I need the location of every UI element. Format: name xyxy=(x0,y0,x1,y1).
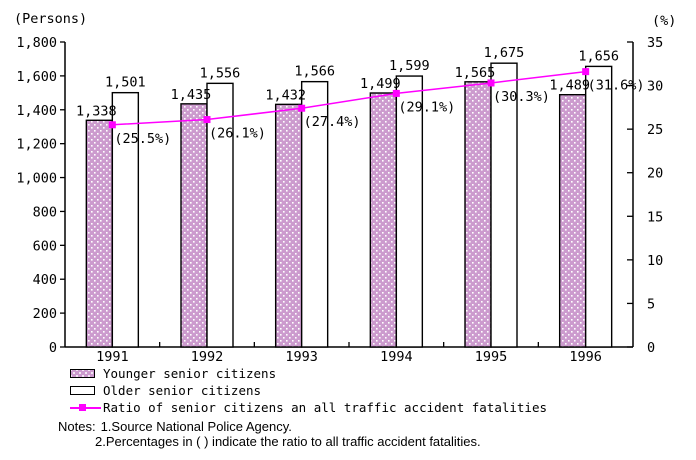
bar-value-label-older: 1,501 xyxy=(105,75,146,91)
bar-value-label-older: 1,566 xyxy=(294,64,335,80)
right-axis-tick-label: 0 xyxy=(647,340,655,356)
bar-younger-1993 xyxy=(274,103,303,348)
note-line-1: Notes: 1.Source National Police Agency. xyxy=(58,419,481,435)
ratio-value-label: (26.1%) xyxy=(209,126,266,142)
ratio-marker xyxy=(203,116,211,124)
legend: Younger senior citizens Older senior cit… xyxy=(70,365,547,416)
ratio-marker xyxy=(392,89,400,97)
bar-value-label-younger: 1,489 xyxy=(549,78,590,94)
x-axis-tick-label: 1994 xyxy=(380,349,413,365)
ratio-marker-icon xyxy=(79,404,86,411)
legend-label-younger: Younger senior citizens xyxy=(103,366,277,381)
left-axis-tick-label: 400 xyxy=(33,272,57,288)
note-2-text: 2.Percentages in ( ) indicate the ratio … xyxy=(95,433,481,449)
right-axis-tick-label: 35 xyxy=(647,35,663,51)
bar-older-1991 xyxy=(111,91,140,348)
ratio-line xyxy=(112,70,586,126)
ratio-value-label: (30.3%) xyxy=(493,89,550,105)
ratio-line-swatch-icon xyxy=(70,403,101,412)
ratio-marker xyxy=(582,68,590,76)
left-axis-tick-label: 200 xyxy=(33,306,57,322)
bar-older-1994 xyxy=(395,75,424,348)
x-axis-tick-label: 1992 xyxy=(191,349,224,365)
right-axis-unit-label: (%) xyxy=(652,13,677,29)
bar-younger-1995 xyxy=(464,81,492,348)
bar-value-label-older: 1,599 xyxy=(389,58,430,74)
ratio-value-label: (29.1%) xyxy=(398,99,455,115)
bar-value-label-younger: 1,435 xyxy=(171,87,212,103)
bar-value-label-younger: 1,338 xyxy=(76,103,117,119)
legend-item-younger: Younger senior citizens xyxy=(70,365,547,382)
ratio-marker xyxy=(298,104,306,112)
bar-value-label-younger: 1,432 xyxy=(265,87,306,103)
left-axis-unit-label: (Persons) xyxy=(14,11,88,27)
left-axis-tick-label: 600 xyxy=(33,238,57,254)
left-axis-tick-label: 1,600 xyxy=(16,69,57,85)
right-axis-tick-label: 30 xyxy=(647,79,663,95)
bar-younger-1992 xyxy=(180,103,208,348)
legend-label-older: Older senior citizens xyxy=(103,383,262,398)
x-axis-tick-label: 1996 xyxy=(569,349,602,365)
right-axis-tick-label: 20 xyxy=(647,166,663,182)
younger-bar-swatch-icon xyxy=(70,369,95,378)
left-axis-tick-label: 1,800 xyxy=(16,35,57,51)
note-line-2: 2.Percentages in ( ) indicate the ratio … xyxy=(58,433,481,450)
ratio-value-label: (25.5%) xyxy=(114,131,171,147)
bar-value-label-older: 1,556 xyxy=(200,65,241,81)
left-axis-tick-label: 1,200 xyxy=(16,137,57,153)
bar-value-label-younger: 1,499 xyxy=(360,76,401,92)
left-axis-tick-label: 800 xyxy=(33,204,57,220)
legend-label-ratio: Ratio of senior citizens an all traffic … xyxy=(103,400,548,415)
right-axis-tick-label: 25 xyxy=(647,122,663,138)
ratio-marker xyxy=(108,121,116,129)
right-axis-tick-label: 10 xyxy=(647,253,663,269)
left-axis-tick-label: 0 xyxy=(49,340,57,356)
left-axis-tick-label: 1,400 xyxy=(16,103,57,119)
legend-item-older: Older senior citizens xyxy=(70,382,547,399)
older-bar-swatch-icon xyxy=(70,386,95,395)
x-axis-tick-label: 1993 xyxy=(285,349,318,365)
left-axis-tick-label: 1,000 xyxy=(16,171,57,187)
bar-younger-1996 xyxy=(558,93,587,348)
right-axis-tick-label: 5 xyxy=(647,296,655,312)
ratio-marker xyxy=(487,79,495,87)
bar-younger-1994 xyxy=(369,92,398,348)
notes: Notes: 1.Source National Police Agency. … xyxy=(58,419,481,450)
ratio-value-label: (27.4%) xyxy=(304,114,361,130)
bar-older-1995 xyxy=(490,62,518,348)
bar-older-1992 xyxy=(206,82,234,348)
ratio-value-label: (31.6%) xyxy=(588,78,645,94)
bar-older-1996 xyxy=(584,65,613,348)
note-1-text: 1.Source National Police Agency. xyxy=(100,419,292,434)
legend-item-ratio: Ratio of senior citizens an all traffic … xyxy=(70,399,547,416)
bar-value-label-older: 1,656 xyxy=(578,48,619,64)
notes-prefix: Notes: xyxy=(58,419,96,434)
right-axis-tick-label: 15 xyxy=(647,209,663,225)
bar-younger-1991 xyxy=(85,119,114,348)
bar-value-label-younger: 1,565 xyxy=(455,65,496,81)
bar-value-label-older: 1,675 xyxy=(484,45,525,61)
x-axis-tick-label: 1995 xyxy=(475,349,508,365)
bar-older-1993 xyxy=(300,80,329,348)
x-axis-tick-label: 1991 xyxy=(96,349,129,365)
